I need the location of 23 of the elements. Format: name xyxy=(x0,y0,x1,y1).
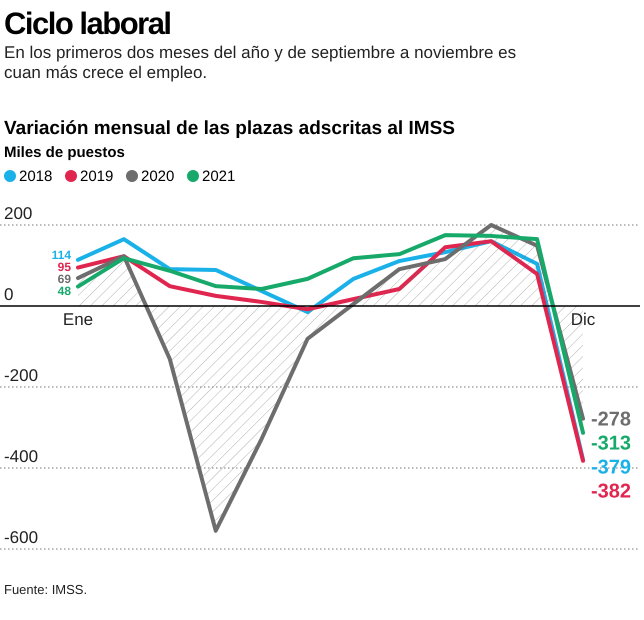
legend-label: 2021 xyxy=(202,168,236,185)
source-note: Fuente: IMSS. xyxy=(4,582,88,597)
data-label: 95 xyxy=(58,260,72,274)
data-label: 48 xyxy=(58,284,72,298)
x-tick-label: Ene xyxy=(62,310,94,329)
y-axis-title: Miles de puestos xyxy=(4,144,125,161)
data-label: 69 xyxy=(58,272,72,286)
chart-title: Variación mensual de las plazas adscritas al IMSS xyxy=(4,118,455,139)
data-label: -313 xyxy=(591,432,632,455)
y-tick-label: 200 xyxy=(4,204,32,223)
legend-label: 2018 xyxy=(19,168,52,185)
x-tick-label: Dic xyxy=(570,310,596,329)
data-label: -382 xyxy=(591,480,632,503)
legend-label: 2020 xyxy=(141,168,174,185)
y-tick-label: -400 xyxy=(4,447,38,466)
legend-label: 2019 xyxy=(80,168,114,185)
y-tick-label: 0 xyxy=(4,285,14,304)
data-label: 114 xyxy=(52,248,72,262)
data-label: -379 xyxy=(591,456,632,479)
data-label: -278 xyxy=(591,408,632,431)
chart-subtitle: Ciclo laboral En los primeros dos meses del año y de septiembre a noviembre es cuan más crece el empleo. xyxy=(4,6,516,82)
y-tick-label: -200 xyxy=(4,366,38,385)
y-tick-label: -600 xyxy=(4,528,38,547)
